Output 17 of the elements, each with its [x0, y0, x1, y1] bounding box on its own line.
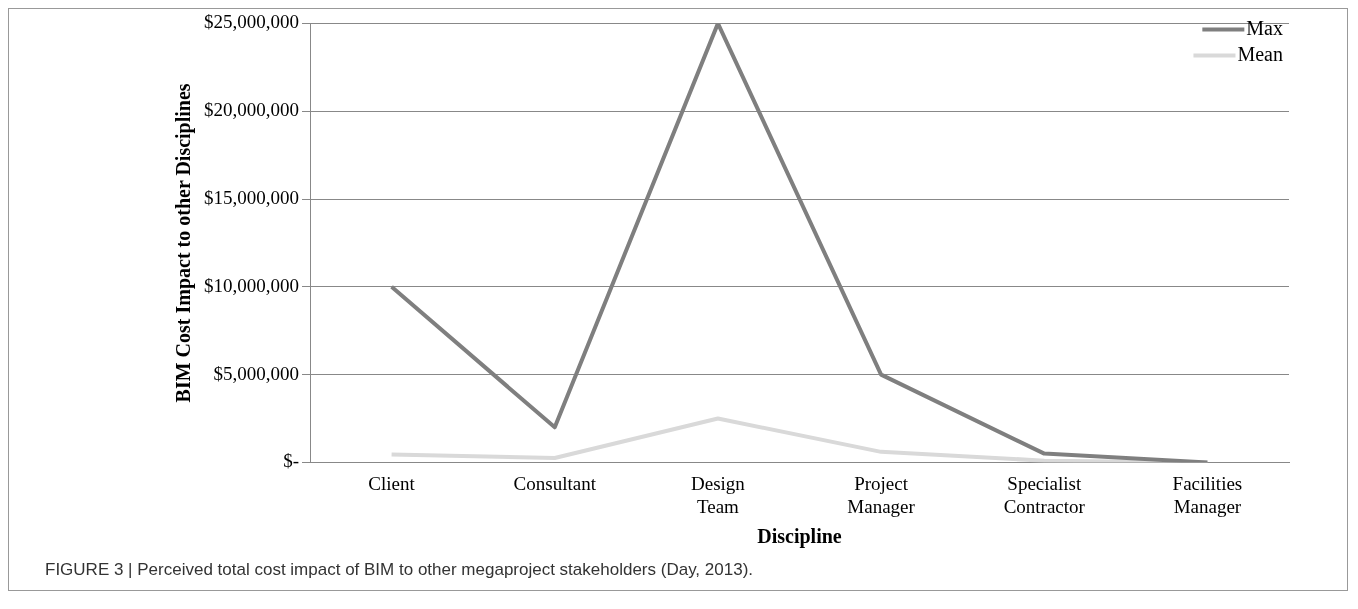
y-tick-label: $5,000,000	[213, 362, 299, 384]
x-tick-label: Specialist Contractor	[1003, 472, 1086, 517]
caption: FIGURE 3 | Perceived total cost impact of BIM to other megaproject stakeholders (Day, 2013).	[44, 559, 754, 581]
x-axis-title: Discipline	[757, 525, 842, 549]
legend-label: Max	[1246, 16, 1284, 39]
y-tick-label: $10,000,000	[204, 274, 299, 296]
y-tick-label: $25,000,000	[204, 11, 299, 33]
x-tick-label: Design Team	[691, 472, 746, 517]
y-tick-label: $15,000,000	[204, 186, 299, 208]
legend-label: Mean	[1237, 42, 1284, 65]
y-tick-label: $-	[283, 450, 299, 472]
x-tick-label: Client	[368, 472, 416, 494]
y-axis-title: BIM Cost Impact to other Disciplines	[172, 83, 196, 403]
y-tick-label: $20,000,000	[204, 99, 299, 121]
x-tick-label: Project Manager	[847, 472, 916, 517]
x-tick-label: Consultant	[513, 472, 597, 494]
x-tick-label: Facilities Manager	[1172, 472, 1243, 517]
